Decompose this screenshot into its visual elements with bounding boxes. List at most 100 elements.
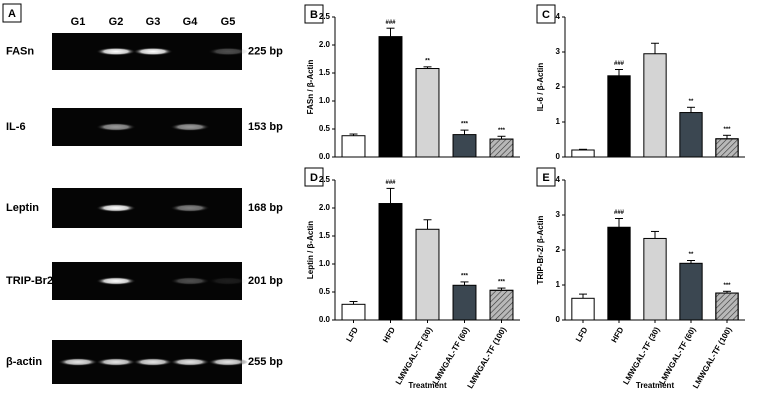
band-size: 153 bp	[248, 121, 283, 133]
y-tick-label: 1.5	[319, 68, 331, 77]
gene-label: TRIP-Br2	[6, 275, 53, 287]
gene-label: Leptin	[6, 202, 39, 214]
panel-label: C	[542, 9, 550, 21]
y-tick-label: 0	[556, 315, 561, 324]
gel-band	[208, 358, 248, 366]
gel-band	[58, 358, 98, 366]
significance: ***	[723, 127, 731, 133]
significance: ***	[498, 128, 506, 134]
x-tick-label: LMWGAL-TF (30)	[621, 325, 661, 386]
x-tick-label: LMWGAL-TF (30)	[394, 325, 434, 386]
significance: ###	[385, 20, 396, 26]
bar	[341, 303, 366, 321]
bar-hatch	[715, 292, 739, 321]
lane-label: G5	[221, 16, 236, 28]
y-tick-label: 4	[556, 175, 561, 184]
gel-band	[170, 123, 210, 131]
y-tick-label: 2	[556, 245, 561, 254]
y-tick-label: 2.0	[319, 40, 331, 49]
bar	[679, 112, 703, 158]
panel-label: D	[310, 172, 318, 184]
gel-band	[96, 358, 136, 366]
lane-label: G2	[109, 16, 124, 28]
bar	[378, 36, 403, 158]
gel-band	[96, 277, 136, 285]
bar	[378, 203, 403, 321]
gel-band	[170, 358, 210, 366]
gel-band	[133, 358, 173, 366]
significance: ***	[498, 280, 506, 286]
panel-label: A	[8, 8, 16, 20]
y-tick-label: 3	[556, 210, 561, 219]
significance: ###	[614, 61, 625, 67]
significance: ###	[385, 180, 396, 186]
bar	[643, 53, 667, 158]
x-axis-label: Treatment	[408, 381, 447, 390]
band-size: 255 bp	[248, 356, 283, 368]
y-tick-label: 0.0	[319, 315, 331, 324]
band-size: 225 bp	[248, 45, 283, 57]
gel-band	[208, 277, 248, 285]
bar	[607, 226, 631, 321]
y-tick-label: 0.5	[319, 287, 331, 296]
panel-label-box	[536, 167, 556, 187]
bar	[415, 228, 440, 321]
lane-label: G1	[71, 16, 86, 28]
bar-hatch	[489, 289, 514, 321]
gel-band	[133, 47, 173, 56]
y-tick-label: 0.0	[319, 152, 331, 161]
bar-hatch	[489, 138, 514, 158]
gene-label: IL-6	[6, 121, 26, 133]
gel-band	[170, 204, 210, 212]
bar	[452, 134, 477, 158]
bar	[452, 284, 477, 321]
y-tick-label: 1	[556, 117, 561, 126]
bar	[643, 237, 667, 321]
lane-label: G3	[146, 16, 161, 28]
panel-label: E	[542, 172, 549, 184]
significance: ###	[614, 210, 625, 216]
bar	[341, 135, 366, 158]
y-tick-label: 2.0	[319, 203, 331, 212]
significance: **	[689, 252, 694, 258]
significance: **	[689, 99, 694, 105]
panel-label-box	[2, 3, 22, 23]
x-tick-label: LMWGAL-TF (100)	[466, 325, 509, 390]
bar	[571, 149, 595, 158]
y-axis-label: FASn / β-Actin	[306, 60, 315, 115]
y-axis-label: Leptin / β-Actin	[306, 221, 315, 279]
y-tick-label: 1.0	[319, 259, 331, 268]
x-tick-label: HFD	[381, 325, 397, 344]
y-tick-label: 2.5	[319, 175, 331, 184]
significance: ***	[461, 273, 469, 279]
gel	[52, 188, 242, 228]
y-tick-label: 2	[556, 82, 561, 91]
y-tick-label: 1.0	[319, 96, 331, 105]
gel-band	[208, 47, 248, 56]
y-axis-label: TRIP-Br-2/ β-Actin	[536, 215, 545, 284]
y-tick-label: 0	[556, 152, 561, 161]
x-tick-label: LMWGAL-TF (60)	[657, 325, 697, 386]
band-size: 168 bp	[248, 202, 283, 214]
bar	[679, 262, 703, 321]
bar-hatch	[715, 138, 739, 158]
gene-label: FASn	[6, 45, 34, 57]
x-tick-label: LFD	[574, 325, 590, 343]
x-tick-label: LMWGAL-TF (60)	[431, 325, 471, 386]
gel	[52, 108, 242, 146]
x-tick-label: LFD	[344, 325, 360, 343]
bar	[571, 297, 595, 321]
x-tick-label: LMWGAL-TF (100)	[691, 325, 734, 390]
bar	[415, 68, 440, 158]
gel-band	[96, 47, 136, 56]
x-tick-label: HFD	[610, 325, 626, 344]
significance: **	[425, 58, 430, 64]
gel-band	[96, 123, 136, 131]
lane-label: G4	[183, 16, 199, 28]
y-tick-label: 4	[556, 12, 561, 21]
band-size: 201 bp	[248, 275, 283, 287]
y-tick-label: 1.5	[319, 231, 331, 240]
significance: ***	[723, 283, 731, 289]
